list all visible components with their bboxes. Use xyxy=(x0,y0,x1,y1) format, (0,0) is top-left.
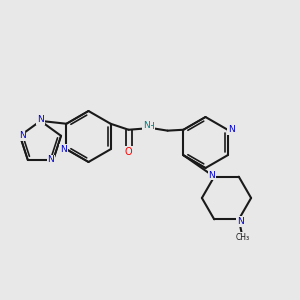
Text: N: N xyxy=(143,121,150,130)
Text: N: N xyxy=(237,217,244,226)
Text: CH₃: CH₃ xyxy=(235,233,250,242)
Text: H: H xyxy=(147,122,154,131)
Text: N: N xyxy=(37,115,44,124)
Text: N: N xyxy=(208,171,215,180)
Text: N: N xyxy=(228,125,235,134)
Text: N: N xyxy=(19,131,26,140)
Text: N: N xyxy=(47,155,54,164)
Text: O: O xyxy=(125,147,132,157)
Text: N: N xyxy=(60,145,67,154)
